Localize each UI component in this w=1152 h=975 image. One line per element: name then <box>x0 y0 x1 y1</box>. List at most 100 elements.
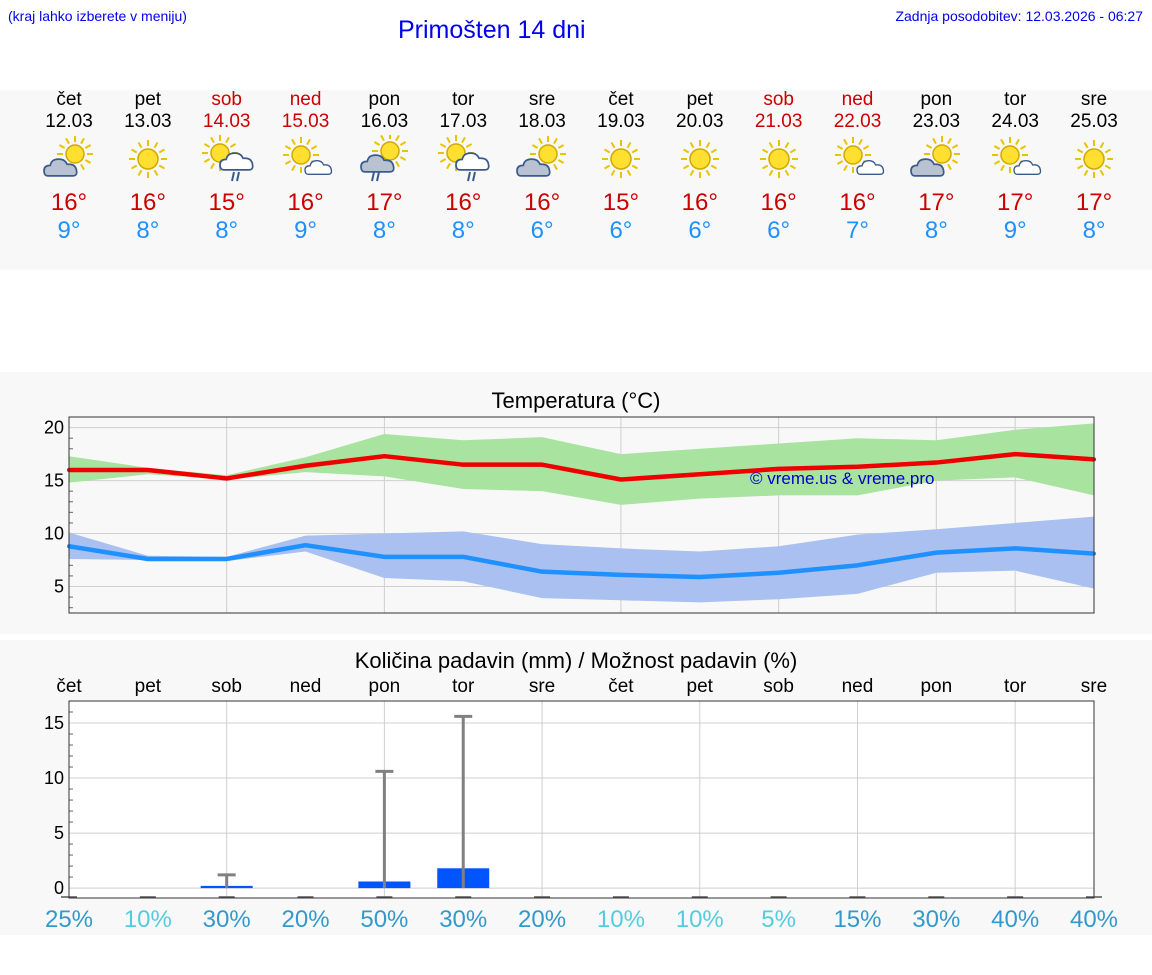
min-temp: 9° <box>294 217 318 244</box>
min-temp-point <box>303 543 308 548</box>
day-date: 20.03 <box>676 111 724 132</box>
plot-area <box>69 701 1094 898</box>
precip-probability: 40% <box>991 906 1039 933</box>
x-day-label: sob <box>763 676 794 697</box>
precip-probability: 25% <box>45 906 93 933</box>
day-name: tor <box>452 89 475 110</box>
max-temp-point <box>224 476 229 481</box>
day-name: sob <box>211 89 242 110</box>
precip-probability: 20% <box>282 906 330 933</box>
y-tick-label: 5 <box>54 823 64 843</box>
day-date: 16.03 <box>360 111 409 132</box>
sun-small-cloud-icon <box>992 137 1042 175</box>
max-temp-point <box>934 460 939 465</box>
max-temp-point <box>1013 452 1018 457</box>
min-temp: 8° <box>215 217 239 244</box>
temperature-title: Temperatura (°C) <box>491 388 661 413</box>
min-temp-point <box>1013 546 1018 551</box>
max-temp-point <box>540 462 545 467</box>
precip-title: Količina padavin (mm) / Možnost padavin … <box>354 648 798 673</box>
day-date: 24.03 <box>991 111 1039 132</box>
partly-cloudy-icon <box>43 136 93 177</box>
x-day-label: pet <box>687 676 714 697</box>
partly-cloudy-icon <box>516 136 567 177</box>
day-date: 23.03 <box>912 111 961 132</box>
day-date: 25.03 <box>1070 111 1118 132</box>
precip-probability: 30% <box>439 906 487 933</box>
x-day-label: sob <box>211 676 242 697</box>
max-temp-point <box>855 464 860 469</box>
max-temp: 16° <box>760 189 797 216</box>
day-name: pet <box>134 89 162 110</box>
day-name: čet <box>56 89 82 110</box>
y-tick-label: 10 <box>44 768 64 788</box>
x-day-label: ned <box>842 676 874 697</box>
day-column: čet 12.03 16° 9° <box>24 89 114 245</box>
x-day-label: sre <box>529 676 555 697</box>
sunny-icon <box>601 140 640 178</box>
min-temp: 8° <box>1082 217 1106 244</box>
last-updated: Zadnja posodobitev: 12.03.2026 - 06:27 <box>895 8 1143 24</box>
precip-probability: 10% <box>124 906 172 933</box>
min-temp: 9° <box>57 217 81 244</box>
max-temp-point <box>382 454 387 459</box>
min-temp-point <box>461 554 466 559</box>
min-temp-line <box>68 542 1095 580</box>
x-day-label: tor <box>452 676 475 697</box>
day-date: 17.03 <box>439 111 488 132</box>
forecast-band <box>0 90 1152 270</box>
precip-probability: 30% <box>203 906 251 933</box>
max-temp-line <box>69 451 1095 482</box>
location-hint[interactable]: (kraj lahko izberete v meniju) <box>8 8 187 24</box>
min-temp: 6° <box>767 217 791 244</box>
min-temp-point <box>540 569 545 574</box>
day-column: pet 13.03 16° 8° <box>103 89 193 245</box>
day-column: sob 21.03 16° 6° <box>734 89 824 245</box>
sunny-icon <box>680 140 719 178</box>
x-day-label: ned <box>290 676 322 697</box>
partly-cloudy-icon <box>910 136 961 177</box>
temperature-chart: 5 10 15 20 © vreme.us & vreme.pro <box>44 416 1096 614</box>
min-temp: 6° <box>688 217 712 244</box>
x-day-label: pon <box>920 676 952 697</box>
max-temp: 17° <box>918 189 955 216</box>
min-temp: 8° <box>451 217 475 244</box>
sun-cloud-rain-icon <box>438 135 490 182</box>
day-name: pon <box>368 89 401 110</box>
x-day-label: čet <box>608 676 634 697</box>
day-name: pet <box>686 89 713 110</box>
day-date: 18.03 <box>518 111 566 132</box>
max-temp: 16° <box>681 189 718 216</box>
day-column: sre 18.03 16° 6° <box>497 89 587 245</box>
max-temp-point <box>145 467 150 472</box>
min-temp: 6° <box>530 217 554 244</box>
day-column: tor 24.03 17° 9° <box>970 89 1060 245</box>
max-temp-point <box>697 472 702 477</box>
y-tick-label: 15 <box>44 471 64 491</box>
x-day-label: pet <box>135 676 162 697</box>
day-name: sob <box>763 89 794 110</box>
day-column: ned 22.03 16° 7° <box>813 89 903 245</box>
x-day-label: pon <box>369 676 401 697</box>
precipitation-chart: čet pet sob ned pon tor sre čet pet sob ned pon tor s… <box>44 676 1118 933</box>
day-date: 14.03 <box>202 111 251 132</box>
plot-border <box>68 700 1095 899</box>
max-temp: 17° <box>1075 189 1113 216</box>
day-column: čet 19.03 15° 6° <box>576 89 666 245</box>
min-temp: 9° <box>1003 217 1027 244</box>
day-column: ned 15.03 16° 9° <box>261 89 351 245</box>
max-temp-point <box>618 477 623 482</box>
x-day-label: sre <box>1081 676 1107 697</box>
max-temp-point <box>461 462 466 467</box>
sunny-icon <box>128 140 167 178</box>
max-temp: 15° <box>602 189 640 216</box>
page-title: Primošten 14 dni <box>398 16 586 44</box>
day-date: 19.03 <box>597 111 645 132</box>
max-temp: 16° <box>839 189 876 216</box>
min-temp-point <box>697 574 702 579</box>
y-tick-label: 5 <box>54 577 64 597</box>
day-column: pon 16.03 17° 8° <box>339 89 429 245</box>
max-temp: 16° <box>287 189 324 216</box>
precip-probability: 30% <box>912 906 960 933</box>
min-temp-point <box>145 556 150 561</box>
